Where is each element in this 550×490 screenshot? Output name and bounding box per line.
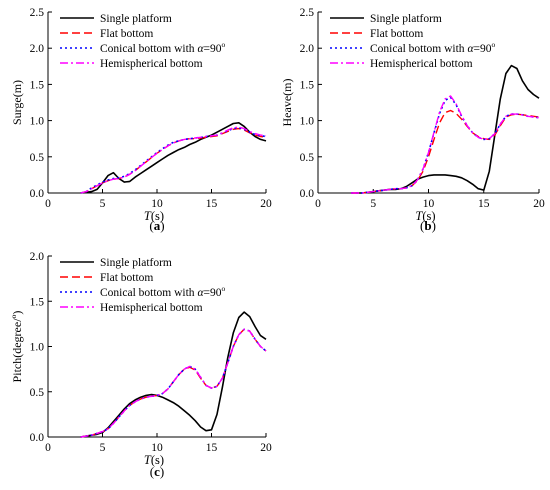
series-line-2 — [80, 127, 267, 194]
x-tick-label: 0 — [45, 198, 51, 210]
y-tick-label: 1.0 — [30, 342, 45, 354]
series-line-3 — [80, 127, 267, 194]
x-tick-label: 10 — [151, 442, 163, 454]
y-tick-label: 0.5 — [300, 152, 315, 164]
y-tick-label: 2.0 — [300, 43, 315, 55]
series-line-2 — [80, 328, 267, 438]
x-tick-label: 15 — [478, 198, 490, 210]
x-tick-label: 15 — [206, 442, 218, 454]
x-tick-label: 5 — [370, 198, 376, 210]
series-line-4 — [80, 126, 267, 194]
legend-label-1: Single platform — [100, 257, 172, 269]
legend-label-4: Hemispherical bottom — [100, 58, 203, 70]
chart-panel-c: 0 5 10 15 20 0.0 0.5 1.0 1.5 2.0 T(s) Pitch(degree/… — [9, 251, 272, 479]
x-tick-label: 20 — [260, 198, 272, 210]
panel-caption: (c) — [150, 464, 164, 479]
y-tick-label: 2.5 — [30, 7, 45, 19]
legend-label-1: Single platform — [370, 13, 442, 25]
y-axis-label: Pitch(degree/o) — [9, 311, 24, 383]
y-axis-label: Heave(m) — [280, 79, 294, 127]
x-tick-label: 0 — [315, 198, 321, 210]
legend-label-2: Flat bottom — [370, 28, 423, 40]
y-tick-label: 1.5 — [300, 79, 315, 91]
series-line-1 — [351, 64, 540, 194]
legend-label-2: Flat bottom — [100, 28, 153, 40]
y-tick-label: 1.0 — [30, 116, 45, 128]
series-line-3 — [351, 96, 540, 194]
series-line-1 — [80, 122, 267, 194]
legend-label-3: Conical bottom with α=90o — [370, 40, 495, 55]
y-tick-label: 1.0 — [300, 116, 315, 128]
y-tick-label: 1.5 — [30, 296, 45, 308]
y-tick-label: 2.0 — [30, 251, 45, 263]
legend-label-4: Hemispherical bottom — [100, 302, 203, 314]
legend-label-1: Single platform — [100, 13, 172, 25]
series-line-3 — [80, 328, 267, 438]
legend-label-2: Flat bottom — [100, 272, 153, 284]
x-axis-label: T(s) — [144, 453, 164, 467]
y-tick-label: 2.5 — [300, 7, 315, 19]
panel-caption: (a) — [149, 218, 164, 233]
y-tick-label: 0.0 — [30, 432, 45, 444]
x-tick-label: 10 — [423, 198, 435, 210]
x-tick-label: 0 — [45, 442, 51, 454]
x-tick-label: 20 — [533, 198, 545, 210]
series-line-1 — [80, 311, 267, 438]
series-line-4 — [80, 328, 267, 438]
legend-label-3: Conical bottom with α=90o — [100, 40, 225, 55]
chart-panel-a: 0 5 10 15 20 0.0 0.5 1.0 1.5 2.0 2.5 T(s) Surge(m) Si… — [10, 7, 272, 233]
chart-panel-b: 0 5 10 15 20 0.0 0.5 1.0 1.5 2.0 2.5 T(s) Heave(m) Si… — [280, 7, 545, 233]
x-tick-label: 5 — [100, 442, 106, 454]
series-line-4 — [351, 95, 540, 194]
y-tick-label: 0.5 — [30, 152, 45, 164]
y-axis-label: Surge(m) — [10, 80, 24, 125]
legend-label-4: Hemispherical bottom — [370, 58, 473, 70]
legend-label-3: Conical bottom with α=90o — [100, 284, 225, 299]
x-tick-label: 10 — [151, 198, 163, 210]
y-tick-label: 0.5 — [30, 387, 45, 399]
y-tick-label: 0.0 — [300, 188, 315, 200]
series-line-2 — [351, 109, 540, 194]
y-tick-label: 0.0 — [30, 188, 45, 200]
x-tick-label: 15 — [206, 198, 218, 210]
y-tick-label: 2.0 — [30, 43, 45, 55]
x-axis-label: T(s) — [144, 209, 164, 223]
x-axis-label: T(s) — [415, 209, 435, 223]
x-tick-label: 5 — [100, 198, 106, 210]
panel-caption: (b) — [420, 218, 436, 233]
y-tick-label: 1.5 — [30, 79, 45, 91]
x-tick-label: 20 — [260, 442, 272, 454]
